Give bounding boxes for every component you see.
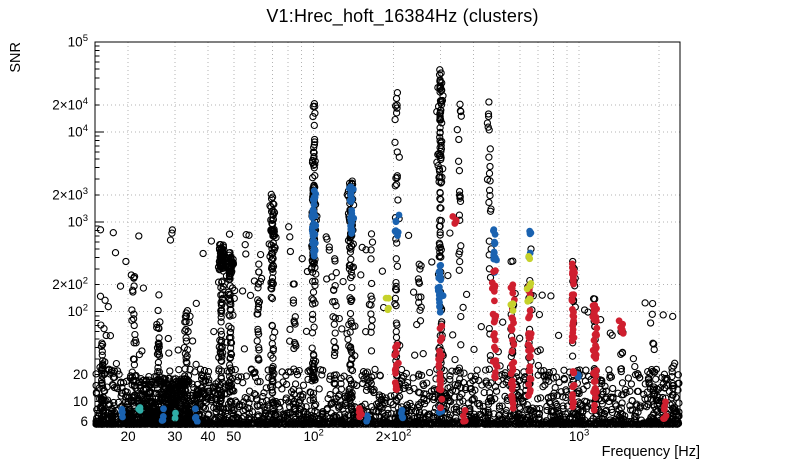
tick-label: 102 xyxy=(68,303,88,320)
tick-label: 40 xyxy=(201,429,216,444)
tick-label: 2×103 xyxy=(52,186,88,203)
tick-label: 103 xyxy=(68,213,88,230)
tick-label: 50 xyxy=(226,429,241,444)
tick-label: 2×104 xyxy=(52,96,88,113)
tick-label: 10 xyxy=(73,394,88,409)
tick-label: 20 xyxy=(121,429,136,444)
cluster-points-red xyxy=(355,213,670,425)
x-tick-labels: 20 30 40 50 102 2×102 103 xyxy=(121,428,590,445)
tick-label: 103 xyxy=(569,428,589,445)
plot-frame xyxy=(94,41,681,426)
cluster-points-cyan xyxy=(135,404,179,422)
cluster-points-blue xyxy=(118,183,582,425)
chart-title: V1:Hrec_hoft_16384Hz (clusters) xyxy=(266,6,539,26)
tick-label: 6 xyxy=(80,414,88,429)
tick-label: 20 xyxy=(73,367,88,382)
tick-label: 2×102 xyxy=(376,428,412,445)
axis-ticks xyxy=(95,41,660,425)
tick-label: 104 xyxy=(68,123,88,140)
data-points xyxy=(92,66,683,428)
tick-label: 30 xyxy=(167,429,182,444)
cluster-points-black xyxy=(96,66,678,425)
tick-label: 102 xyxy=(304,428,324,445)
y-tick-labels: 6 10 20 102 2×102 103 2×103 104 2×104 105 xyxy=(52,33,88,429)
tick-label: 2×102 xyxy=(52,276,88,293)
x-axis-title: Frequency [Hz] xyxy=(601,444,700,460)
tick-label: 105 xyxy=(68,33,88,50)
cluster-points-yellow-green xyxy=(382,253,535,314)
